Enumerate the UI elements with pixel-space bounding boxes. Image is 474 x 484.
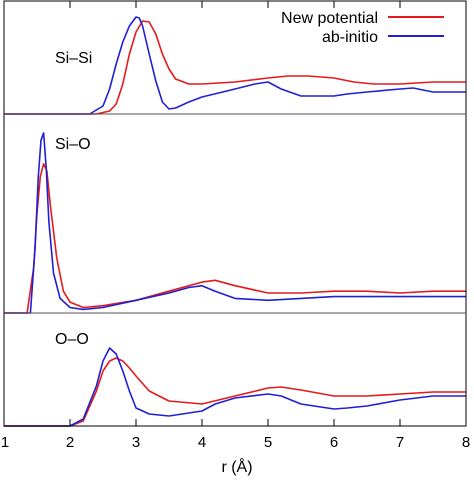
legend-label-ab-initio: ab-initio: [322, 29, 378, 46]
x-axis-title: r (Å): [221, 457, 252, 476]
panel-label-si-o: Si–O: [55, 136, 91, 153]
series-line-si-si-new-potential: [4, 20, 466, 115]
panel-label-o-o: O–O: [55, 331, 89, 348]
series-line-o-o-new-potential: [4, 357, 466, 427]
series-line-si-o-ab-initio: [4, 132, 466, 314]
x-tick-label: 6: [330, 434, 338, 451]
series-line-o-o-ab-initio: [4, 347, 466, 427]
x-tick-label: 5: [264, 434, 272, 451]
plot-frame: [3, 0, 467, 427]
x-tick-label: 2: [66, 434, 74, 451]
axes-layer: [3, 0, 467, 427]
x-tick-label: 1: [1, 434, 9, 451]
series-line-si-si-ab-initio: [4, 16, 466, 115]
legend: New potential ab-initio: [281, 10, 444, 46]
panel-si-si: Si–Si: [4, 16, 466, 115]
legend-label-new-potential: New potential: [281, 10, 378, 27]
panel-si-o: Si–O: [4, 132, 466, 314]
panels-layer: Si–Si Si–O O–O: [4, 16, 466, 427]
panel-o-o: O–O: [4, 331, 466, 427]
x-tick-label: 3: [132, 434, 140, 451]
x-tick-label: 8: [462, 434, 470, 451]
x-tick-label: 4: [198, 434, 206, 451]
panel-label-si-si: Si–Si: [55, 50, 92, 67]
x-tick-label: 7: [396, 434, 404, 451]
x-ticks: 1 2 3 4 5 6 7 8: [1, 1, 470, 451]
series-line-si-o-new-potential: [4, 163, 466, 314]
